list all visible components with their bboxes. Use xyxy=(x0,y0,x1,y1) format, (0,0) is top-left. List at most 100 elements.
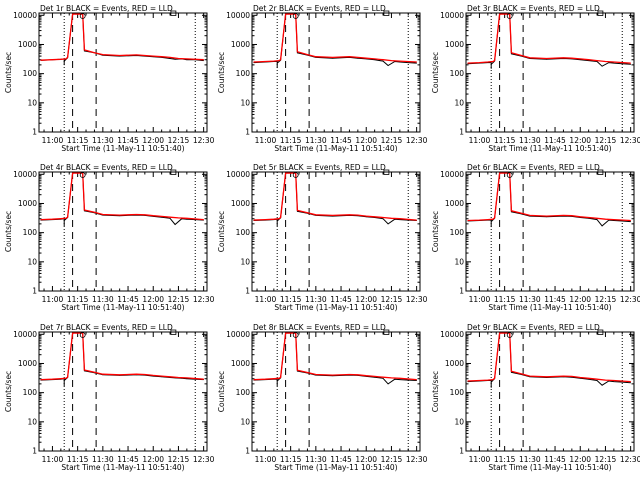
series-line-events-point xyxy=(276,225,278,227)
x-axis-label: Start Time (11-May-11 10:51:40) xyxy=(488,144,611,153)
series-line-lld-point xyxy=(285,172,286,174)
series-line-lld-point xyxy=(487,379,489,381)
x-tick-label: 12:00 xyxy=(355,295,377,304)
series-line-lld-point xyxy=(169,216,171,218)
x-tick-label: 12:00 xyxy=(142,295,164,304)
y-tick-label: 1 xyxy=(245,287,250,296)
series-line-lld-point xyxy=(52,59,53,61)
y-axis-label: Counts/sec xyxy=(431,371,440,412)
series-line-lld-point xyxy=(203,219,205,221)
series-line-lld-point xyxy=(315,214,317,216)
x-axis-label: Start Time (11-May-11 10:51:40) xyxy=(61,463,184,472)
series-line-lld-point xyxy=(278,60,280,61)
y-tick-label: 10 xyxy=(27,98,37,107)
series-line-lld-point xyxy=(399,377,401,379)
y-axis-label: Counts/sec xyxy=(4,371,13,412)
series-line-lld-point xyxy=(357,374,359,376)
panel-9: 1 10 100 1000 10000 11:00 11:15 11:30 11:45 12:00… xyxy=(431,323,640,472)
series-line-lld-point xyxy=(178,217,179,219)
series-line-events-point xyxy=(490,63,492,65)
x-tick-label: 12:15 xyxy=(168,455,190,464)
series-line-lld-point xyxy=(102,214,104,215)
x-axis-label: Start Time (11-May-11 10:51:40) xyxy=(61,303,184,312)
series-line-events-point xyxy=(63,64,65,66)
series-line-events-point xyxy=(416,380,417,381)
series-line-lld-point xyxy=(169,376,171,378)
series-line-lld-point xyxy=(596,217,598,219)
series-line-lld-point xyxy=(278,377,280,379)
series-line-lld-point xyxy=(365,215,367,217)
series-line-lld-point xyxy=(605,379,606,381)
series-line-events-point xyxy=(613,62,615,64)
series-line-lld-point xyxy=(285,332,286,334)
y-tick-label: 10000 xyxy=(13,11,37,20)
x-tick-label: 11:30 xyxy=(305,136,327,145)
plot-frame xyxy=(38,331,208,452)
x-axis-label: Start Time (11-May-11 10:51:40) xyxy=(488,303,611,312)
series-line-lld-point xyxy=(399,60,401,62)
x-tick-label: 11:45 xyxy=(330,295,352,304)
x-tick-label: 11:00 xyxy=(255,136,277,145)
x-axis-label: Start Time (11-May-11 10:51:40) xyxy=(274,144,397,153)
series-line-events-point xyxy=(601,225,603,227)
x-tick-label: 11:30 xyxy=(92,295,114,304)
series-line-lld-point xyxy=(169,57,171,58)
series-line-lld xyxy=(467,13,631,64)
y-tick-label: 100 xyxy=(23,69,38,78)
series-line-lld-point xyxy=(144,214,146,216)
series-line-lld-point xyxy=(613,380,615,381)
series-line-events-point xyxy=(169,58,171,59)
end-marker-box xyxy=(383,169,390,175)
series-line-events-point xyxy=(84,50,85,52)
series-line-events-point xyxy=(297,52,298,54)
x-tick-label: 11:45 xyxy=(544,136,566,145)
series-line-events-point xyxy=(490,68,492,69)
series-line-lld-point xyxy=(374,58,375,60)
x-tick-label: 11:15 xyxy=(280,455,302,464)
series-line-lld-point xyxy=(186,377,188,379)
series-line-lld-point xyxy=(161,216,163,217)
series-line-events-point xyxy=(63,220,65,221)
series-line-lld-point xyxy=(136,373,137,375)
y-tick-label: 1 xyxy=(459,447,464,456)
series-line-lld-point xyxy=(273,378,275,380)
series-line-lld-point xyxy=(499,332,500,334)
series-group xyxy=(40,332,205,387)
panel-4: 1 10 100 1000 10000 11:00 11:15 11:30 11:45 12:00… xyxy=(4,163,215,312)
series-line-lld xyxy=(253,13,417,63)
x-tick-label: 11:45 xyxy=(544,455,566,464)
y-tick-label: 10 xyxy=(454,98,464,107)
x-tick-label: 12:15 xyxy=(381,295,403,304)
end-marker-box xyxy=(597,329,604,335)
y-tick-label: 1000 xyxy=(445,359,464,368)
series-line-lld-point xyxy=(119,374,120,376)
x-tick-label: 12:00 xyxy=(355,455,377,464)
series-line-lld-point xyxy=(399,218,401,220)
y-tick-label: 1000 xyxy=(18,199,37,208)
y-axis-label: Counts/sec xyxy=(431,52,440,93)
series-line-lld-point xyxy=(588,59,589,61)
x-tick-label: 12:15 xyxy=(168,295,190,304)
y-tick-label: 10 xyxy=(27,417,37,426)
panel-title: Det 8r BLACK = Events, RED = LLD xyxy=(253,323,386,332)
series-line-lld-point xyxy=(563,57,564,59)
y-tick-label: 100 xyxy=(236,69,251,78)
series-line-lld-point xyxy=(297,369,298,371)
x-tick-label: 11:45 xyxy=(117,295,139,304)
x-tick-label: 11:00 xyxy=(42,295,64,304)
series-line-lld-point xyxy=(94,52,95,54)
series-line-lld-point xyxy=(265,61,266,62)
series-line-lld-point xyxy=(280,377,281,378)
series-line-events-point xyxy=(613,381,615,382)
series-line-lld-point xyxy=(357,214,359,216)
panel-2: 1 10 100 1000 10000 11:00 11:15 11:30 11:45 12:00… xyxy=(217,4,428,153)
series-line-lld-point xyxy=(357,57,359,58)
x-tick-label: 11:15 xyxy=(280,136,302,145)
x-tick-label: 12:30 xyxy=(620,295,640,304)
series-line-events-point xyxy=(276,385,278,387)
y-axis-label: Counts/sec xyxy=(217,371,226,412)
series-line-lld-point xyxy=(94,211,95,213)
peak-marker-circle xyxy=(292,13,299,19)
series-line-lld-point xyxy=(511,210,512,212)
